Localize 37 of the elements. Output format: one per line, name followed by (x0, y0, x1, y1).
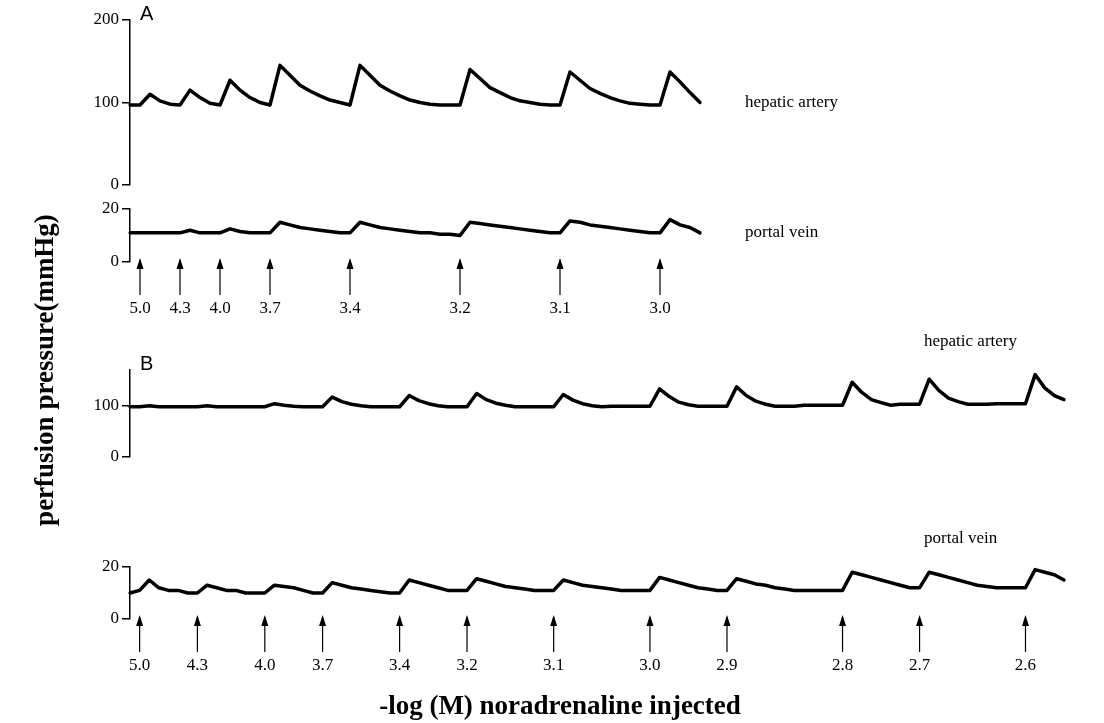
x-tick-label: 3.2 (456, 654, 478, 674)
x-tick-label: 2.8 (831, 654, 854, 674)
y-tick-label: 100 (93, 91, 119, 111)
x-tick-label: 5.0 (129, 297, 151, 317)
series-label: portal vein (924, 528, 998, 548)
x-tick-label: 2.7 (908, 654, 931, 674)
x-tick-label: 2.9 (716, 654, 738, 674)
y-axis-title: perfusion pressure(mmHg) (28, 214, 60, 526)
x-tick-label: 3.1 (543, 654, 565, 674)
x-tick-label: 3.4 (388, 654, 411, 674)
x-tick-label: 4.0 (209, 297, 231, 317)
x-axis-title: -log (M) noradrenaline injected (379, 690, 741, 721)
y-tick-label: 0 (110, 446, 119, 466)
y-tick-label: 20 (102, 198, 119, 218)
text: portal vein (745, 222, 819, 242)
text: hepatic artery (745, 91, 839, 111)
chart-title: B (140, 351, 154, 374)
x-tick-label: 4.3 (186, 654, 209, 674)
x-tick-label: 3.0 (649, 297, 671, 317)
x-tick-label: 3.7 (259, 297, 282, 317)
x-tick-label: 3.7 (311, 654, 334, 674)
x-tick-label: 5.0 (129, 654, 151, 674)
x-tick-label: 3.1 (549, 297, 571, 317)
chart-title: A (140, 1, 154, 24)
x-tick-label: 3.0 (639, 654, 661, 674)
x-tick-label: 4.3 (169, 297, 191, 317)
y-tick-label: 0 (110, 608, 119, 628)
y-tick-label: 200 (93, 9, 119, 29)
x-tick-label: 3.2 (449, 297, 471, 317)
y-tick-label: 20 (102, 556, 119, 576)
series-label: hepatic artery (924, 331, 1018, 351)
y-tick-label: 100 (93, 395, 119, 415)
x-tick-label: 2.6 (1014, 654, 1037, 674)
y-tick-label: 0 (110, 174, 119, 194)
x-tick-label: 4.0 (254, 654, 276, 674)
y-tick-label: 0 (110, 251, 119, 271)
x-tick-label: 3.4 (339, 297, 362, 317)
